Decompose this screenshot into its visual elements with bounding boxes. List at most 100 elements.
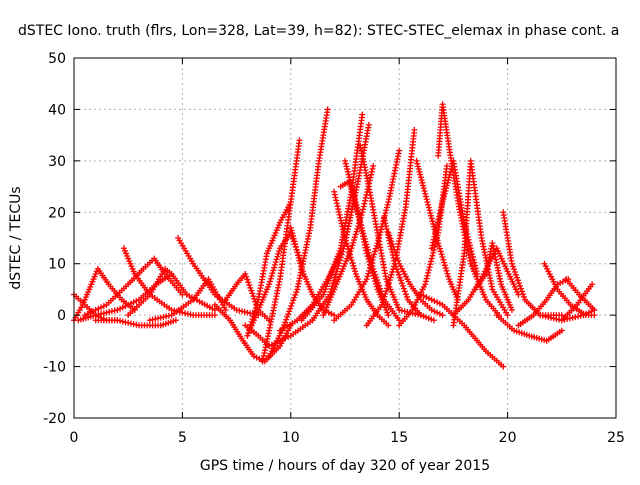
data-point (422, 193, 429, 200)
data-point (362, 238, 369, 245)
data-point (427, 209, 434, 216)
data-point (364, 246, 371, 253)
data-point (384, 285, 391, 292)
data-point (388, 271, 395, 278)
data-point (335, 263, 342, 269)
data-point (297, 260, 304, 267)
data-point (427, 261, 434, 268)
data-series (337, 178, 403, 324)
data-point (379, 299, 386, 306)
data-point (373, 274, 380, 281)
data-point (334, 203, 341, 210)
data-point (433, 225, 440, 232)
data-point (373, 242, 380, 249)
data-point (346, 178, 353, 185)
data-series (493, 312, 565, 344)
data-point (382, 220, 389, 227)
data-point (425, 201, 432, 208)
data-point (252, 305, 259, 312)
data-point (430, 317, 437, 324)
data-point (436, 242, 443, 249)
data-point (331, 274, 338, 281)
data-point (377, 229, 384, 236)
data-point (399, 282, 406, 289)
data-point (393, 252, 400, 259)
data-series (435, 101, 502, 319)
data-point (351, 197, 358, 204)
data-point (383, 207, 390, 214)
data-point (557, 280, 564, 286)
data-point (336, 257, 343, 264)
data-point (442, 265, 449, 272)
data-point (413, 157, 420, 164)
data-point (591, 307, 598, 313)
data-point (343, 240, 350, 247)
data-points (71, 101, 598, 370)
data-point (367, 174, 374, 181)
y-tick-label: 50 (48, 51, 66, 67)
data-point (244, 332, 251, 339)
data-point (444, 270, 451, 277)
x-tick-label: 10 (282, 430, 300, 446)
data-point (287, 224, 294, 231)
data-point (558, 312, 565, 319)
data-point (342, 237, 349, 244)
data-point (360, 230, 367, 237)
data-point (347, 251, 354, 258)
data-point (374, 277, 381, 284)
data-point (245, 329, 252, 336)
data-point (431, 308, 438, 315)
data-point (296, 257, 303, 264)
y-tick-label: -20 (43, 411, 66, 427)
data-point (438, 204, 445, 211)
data-point (377, 285, 384, 292)
data-point (438, 201, 445, 208)
data-point (119, 304, 126, 311)
data-point (276, 248, 283, 255)
data-point (292, 241, 299, 248)
data-point (348, 245, 355, 252)
data-point (89, 308, 96, 315)
data-point (266, 281, 273, 288)
data-point (364, 273, 371, 280)
data-point (328, 269, 335, 276)
data-point (371, 268, 378, 275)
data-point (334, 253, 341, 260)
data-point (441, 193, 448, 200)
data-point (345, 171, 352, 178)
data-point (290, 235, 297, 242)
data-series (146, 276, 229, 324)
data-point (372, 245, 379, 252)
data-point (347, 254, 354, 261)
data-point (340, 229, 347, 236)
data-point (288, 302, 295, 309)
data-point (441, 259, 448, 266)
data-point (422, 190, 429, 197)
data-point (250, 293, 257, 300)
data-series (320, 163, 377, 319)
data-point (467, 242, 474, 249)
axis-ticks: 0 5 10 15 20 25 -20 -10 0 10 20 30 40 50 (43, 51, 625, 446)
data-point (333, 200, 340, 207)
data-point (434, 222, 441, 229)
data-point (358, 225, 365, 232)
data-point (383, 288, 390, 295)
y-tick-label: -10 (43, 360, 66, 376)
data-point (275, 250, 282, 257)
data-point (370, 253, 377, 260)
data-point (419, 179, 426, 186)
data-point (272, 259, 279, 266)
data-point (282, 319, 289, 326)
data-point (509, 263, 516, 270)
data-point (336, 211, 343, 218)
data-point (349, 259, 356, 266)
chart-title: dSTEC Iono. truth (flrs, Lon=328, Lat=39… (18, 23, 619, 39)
data-point (349, 189, 356, 196)
data-point (211, 312, 218, 319)
data-point (324, 106, 331, 113)
data-point (380, 296, 387, 303)
data-series (357, 142, 424, 319)
data-point (357, 222, 364, 229)
data-point (425, 267, 432, 273)
